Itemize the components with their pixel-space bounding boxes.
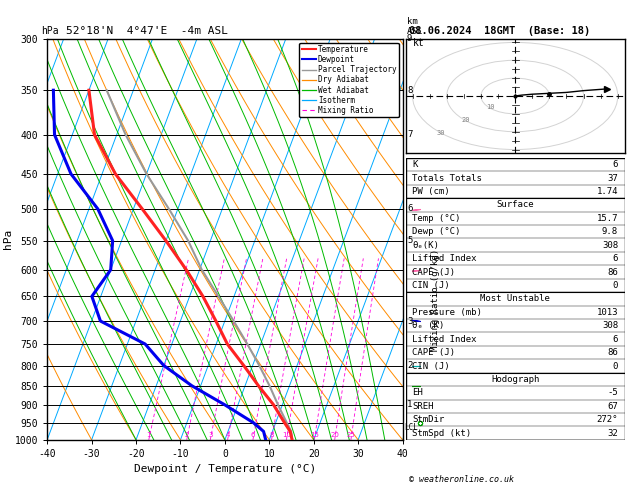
- Text: 86: 86: [607, 348, 618, 357]
- Text: Pressure (mb): Pressure (mb): [412, 308, 482, 317]
- Text: -5: -5: [607, 388, 618, 398]
- Text: K: K: [412, 160, 418, 169]
- Text: 15.7: 15.7: [596, 214, 618, 223]
- Text: CAPE (J): CAPE (J): [412, 348, 455, 357]
- Text: LCL: LCL: [404, 423, 418, 432]
- Text: 1013: 1013: [596, 308, 618, 317]
- Text: 86: 86: [607, 268, 618, 277]
- Text: 20: 20: [330, 432, 339, 438]
- Text: Lifted Index: Lifted Index: [412, 254, 477, 263]
- Legend: Temperature, Dewpoint, Parcel Trajectory, Dry Adiabat, Wet Adiabat, Isotherm, Mi: Temperature, Dewpoint, Parcel Trajectory…: [299, 43, 399, 117]
- Text: 67: 67: [607, 402, 618, 411]
- Text: 308: 308: [602, 321, 618, 330]
- Text: 30: 30: [437, 130, 445, 136]
- Text: 32: 32: [607, 429, 618, 437]
- Text: 308: 308: [602, 241, 618, 250]
- Text: EH: EH: [412, 388, 423, 398]
- Text: CIN (J): CIN (J): [412, 362, 450, 370]
- Text: 9.8: 9.8: [602, 227, 618, 236]
- Text: StmSpd (kt): StmSpd (kt): [412, 429, 471, 437]
- Text: 1: 1: [407, 400, 413, 409]
- Text: Temp (°C): Temp (°C): [412, 214, 460, 223]
- Text: 1: 1: [147, 432, 151, 438]
- Text: 6: 6: [613, 160, 618, 169]
- Text: 6: 6: [613, 254, 618, 263]
- Text: 08.06.2024  18GMT  (Base: 18): 08.06.2024 18GMT (Base: 18): [409, 26, 590, 36]
- Text: 0: 0: [613, 362, 618, 370]
- Text: 10: 10: [282, 432, 291, 438]
- Text: kt: kt: [413, 38, 425, 48]
- Text: 25: 25: [347, 432, 355, 438]
- Text: 1.74: 1.74: [596, 187, 618, 196]
- Text: 2: 2: [407, 361, 413, 370]
- Text: © weatheronline.co.uk: © weatheronline.co.uk: [409, 474, 514, 484]
- Text: 6: 6: [407, 205, 413, 213]
- Text: Mixing Ratio (g/kg): Mixing Ratio (g/kg): [431, 248, 440, 350]
- Text: 15: 15: [310, 432, 319, 438]
- Text: 8: 8: [269, 432, 274, 438]
- Text: Most Unstable: Most Unstable: [480, 295, 550, 303]
- Text: Dewp (°C): Dewp (°C): [412, 227, 460, 236]
- Text: Hodograph: Hodograph: [491, 375, 539, 384]
- Text: 20: 20: [462, 117, 470, 122]
- Text: 8: 8: [407, 86, 413, 95]
- Text: CAPE (J): CAPE (J): [412, 268, 455, 277]
- Text: 6: 6: [613, 335, 618, 344]
- Text: Surface: Surface: [496, 200, 534, 209]
- Text: hPa: hPa: [41, 26, 58, 36]
- Text: 9: 9: [407, 35, 413, 43]
- Text: 5: 5: [407, 236, 413, 245]
- Text: 52°18'N  4°47'E  -4m ASL: 52°18'N 4°47'E -4m ASL: [66, 26, 228, 36]
- Text: 272°: 272°: [596, 415, 618, 424]
- Text: 4: 4: [225, 432, 230, 438]
- Text: θₑ(K): θₑ(K): [412, 241, 439, 250]
- Text: km
ASL: km ASL: [407, 17, 423, 36]
- Text: 7: 7: [407, 130, 413, 139]
- Text: PW (cm): PW (cm): [412, 187, 450, 196]
- Y-axis label: hPa: hPa: [3, 229, 13, 249]
- Text: 3: 3: [208, 432, 213, 438]
- Text: 3: 3: [407, 316, 413, 326]
- Text: StmDir: StmDir: [412, 415, 445, 424]
- Text: 2: 2: [184, 432, 189, 438]
- X-axis label: Dewpoint / Temperature (°C): Dewpoint / Temperature (°C): [134, 465, 316, 474]
- Text: θₑ (K): θₑ (K): [412, 321, 445, 330]
- Text: CIN (J): CIN (J): [412, 281, 450, 290]
- Text: 37: 37: [607, 174, 618, 183]
- Text: 0: 0: [613, 281, 618, 290]
- Text: Lifted Index: Lifted Index: [412, 335, 477, 344]
- Text: 10: 10: [486, 104, 495, 110]
- Text: 6: 6: [251, 432, 255, 438]
- Text: SREH: SREH: [412, 402, 434, 411]
- Text: Totals Totals: Totals Totals: [412, 174, 482, 183]
